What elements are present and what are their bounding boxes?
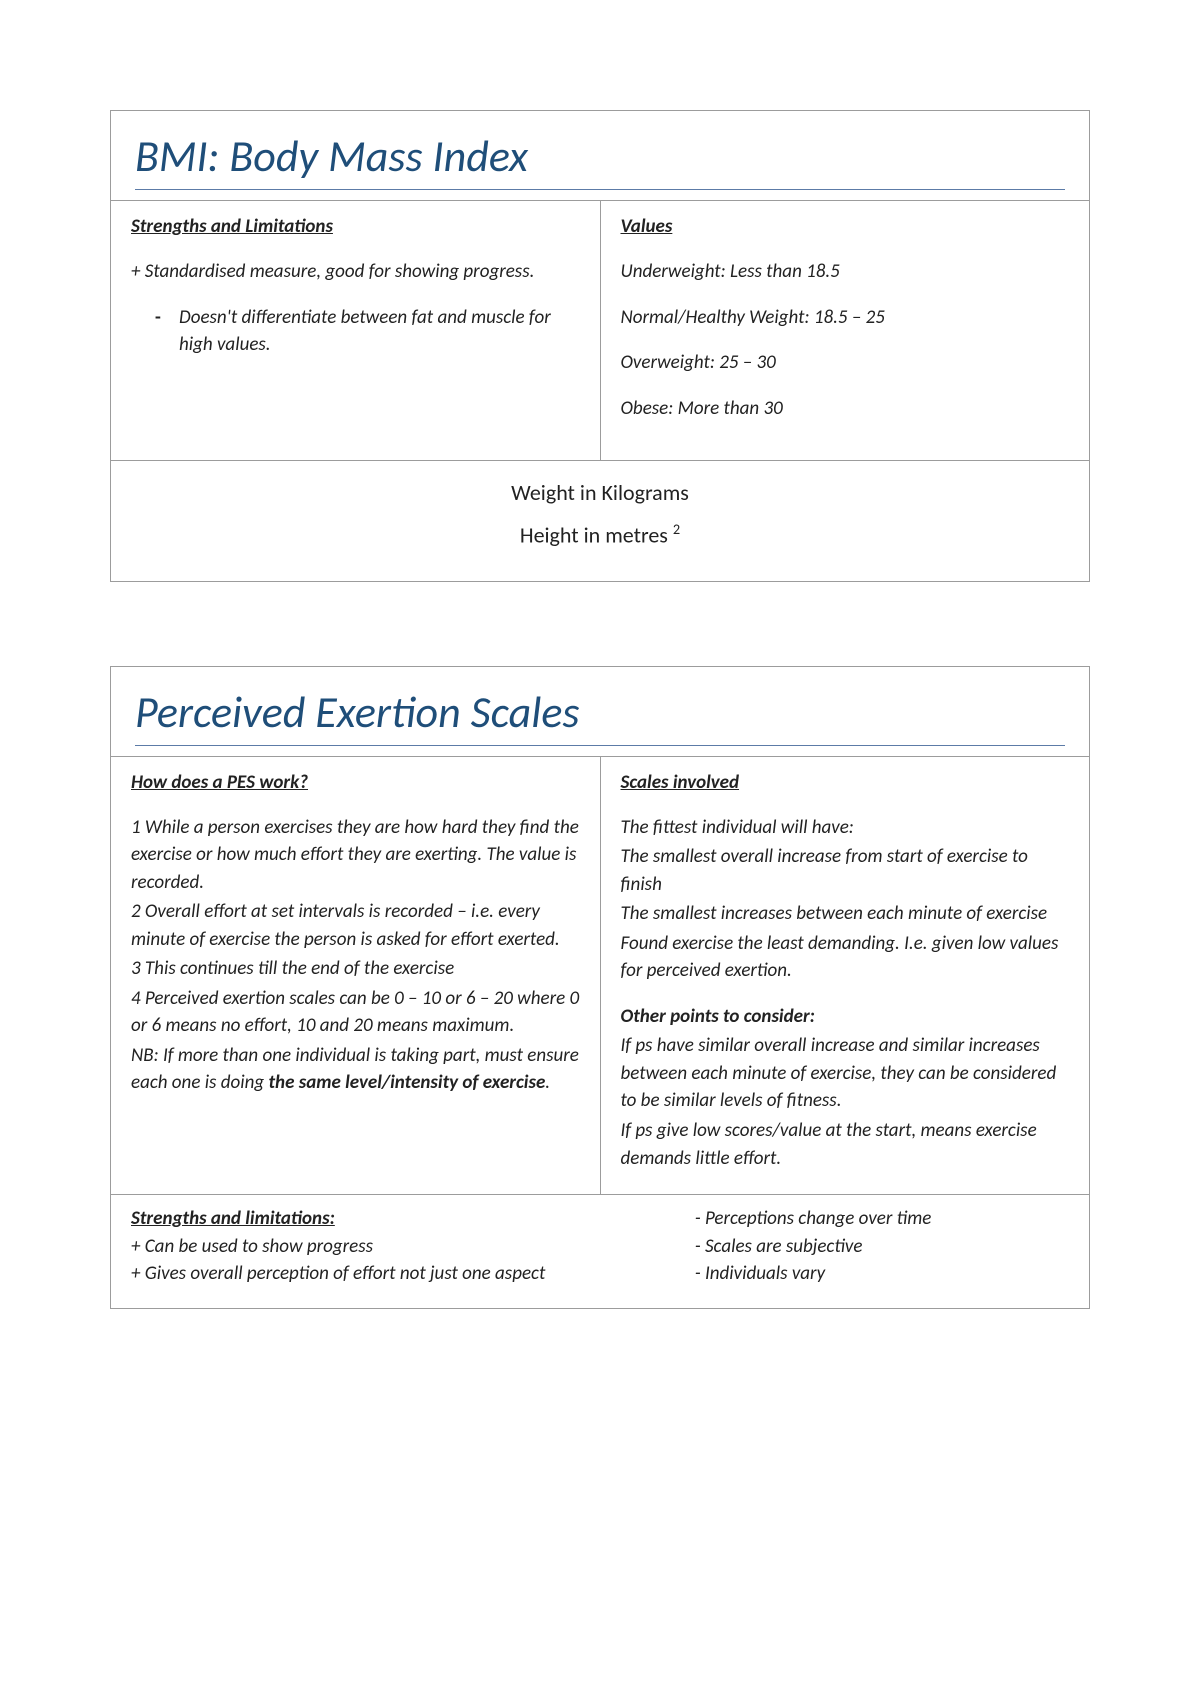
- pes-right-3: Found exercise the least demanding. I.e.…: [621, 930, 1070, 985]
- pes-left-col: How does a PES work? 1 While a person ex…: [111, 757, 600, 1195]
- pes-nb-bold: the same level/intensity of exercise: [268, 1071, 545, 1094]
- pes-step2: 2 Overall effort at set intervals is rec…: [131, 898, 580, 953]
- bmi-value-normal: Normal/Healthy Weight: 18.5 – 25: [621, 304, 1070, 332]
- pes-other-2: If ps give low scores/value at the start…: [621, 1117, 1070, 1172]
- bmi-left-heading: Strengths and Limitations: [131, 215, 580, 238]
- bmi-formula-top: Weight in Kilograms: [131, 479, 1069, 506]
- pes-sl-m3: - Individuals vary: [695, 1260, 1069, 1288]
- pes-card: Perceived Exertion Scales How does a PES…: [110, 666, 1090, 1309]
- pes-sl-left: Strengths and limitations: + Can be used…: [131, 1205, 655, 1288]
- pes-sl-p1: + Can be used to show progress: [131, 1233, 655, 1261]
- pes-step4: 4 Perceived exertion scales can be 0 – 1…: [131, 985, 580, 1040]
- pes-right-col: Scales involved The fittest individual w…: [600, 757, 1090, 1195]
- pes-sl-m1: - Perceptions change over time: [695, 1205, 1069, 1233]
- bmi-title-row: BMI: Body Mass Index: [111, 111, 1089, 200]
- pes-right-intro: The fittest individual will have:: [621, 814, 1070, 842]
- pes-other-1: If ps have similar overall increase and …: [621, 1032, 1070, 1115]
- pes-step1: 1 While a person exercises they are how …: [131, 814, 580, 897]
- bmi-value-underweight: Underweight: Less than 18.5: [621, 258, 1070, 286]
- bmi-two-col: Strengths and Limitations + Standardised…: [111, 200, 1089, 460]
- pes-right-1: The smallest overall increase from start…: [621, 843, 1070, 898]
- bmi-right-col: Values Underweight: Less than 18.5 Norma…: [600, 201, 1090, 460]
- bmi-right-heading: Values: [621, 215, 1070, 238]
- bmi-formula-sup: 2: [673, 520, 680, 538]
- pes-sl-m2: - Scales are subjective: [695, 1233, 1069, 1261]
- bmi-formula-bottom-text: Height in metres: [520, 522, 673, 549]
- pes-step3: 3 This continues till the end of the exe…: [131, 955, 580, 983]
- bmi-value-obese: Obese: More than 30: [621, 395, 1070, 423]
- bmi-value-overweight: Overweight: 25 – 30: [621, 349, 1070, 377]
- bmi-title: BMI: Body Mass Index: [135, 129, 1065, 190]
- pes-right-body: The fittest individual will have: The sm…: [621, 814, 1070, 1173]
- pes-left-heading: How does a PES work?: [131, 771, 580, 794]
- bmi-left-col: Strengths and Limitations + Standardised…: [111, 201, 600, 460]
- spacer: [110, 582, 1090, 666]
- bmi-formula-bottom: Height in metres 2: [131, 520, 1069, 548]
- page: BMI: Body Mass Index Strengths and Limit…: [0, 0, 1200, 1698]
- bmi-card: BMI: Body Mass Index Strengths and Limit…: [110, 110, 1090, 582]
- pes-nb-suffix: .: [545, 1071, 550, 1094]
- pes-two-col: How does a PES work? 1 While a person ex…: [111, 756, 1089, 1195]
- pes-other-head: Other points to consider:: [621, 1003, 1070, 1031]
- pes-nb: NB: If more than one individual is takin…: [131, 1042, 580, 1097]
- pes-sl-heading: Strengths and limitations:: [131, 1205, 655, 1233]
- pes-right-2: The smallest increases between each minu…: [621, 900, 1070, 928]
- bmi-values: Underweight: Less than 18.5 Normal/Healt…: [621, 258, 1070, 422]
- pes-sl-row: Strengths and limitations: + Can be used…: [111, 1194, 1089, 1308]
- bmi-strength-text: + Standardised measure, good for showing…: [131, 258, 580, 286]
- bmi-limitation-text: Doesn't differentiate between fat and mu…: [131, 304, 580, 359]
- pes-title-row: Perceived Exertion Scales: [111, 667, 1089, 756]
- pes-sl-p2: + Gives overall perception of effort not…: [131, 1260, 655, 1288]
- pes-left-body: 1 While a person exercises they are how …: [131, 814, 580, 1097]
- bmi-formula-row: Weight in Kilograms Height in metres 2: [111, 460, 1089, 580]
- bmi-left-body: + Standardised measure, good for showing…: [131, 258, 580, 359]
- pes-right-heading: Scales involved: [621, 771, 1070, 794]
- pes-title: Perceived Exertion Scales: [135, 685, 1065, 746]
- pes-sl-right: - Perceptions change over time - Scales …: [655, 1205, 1069, 1288]
